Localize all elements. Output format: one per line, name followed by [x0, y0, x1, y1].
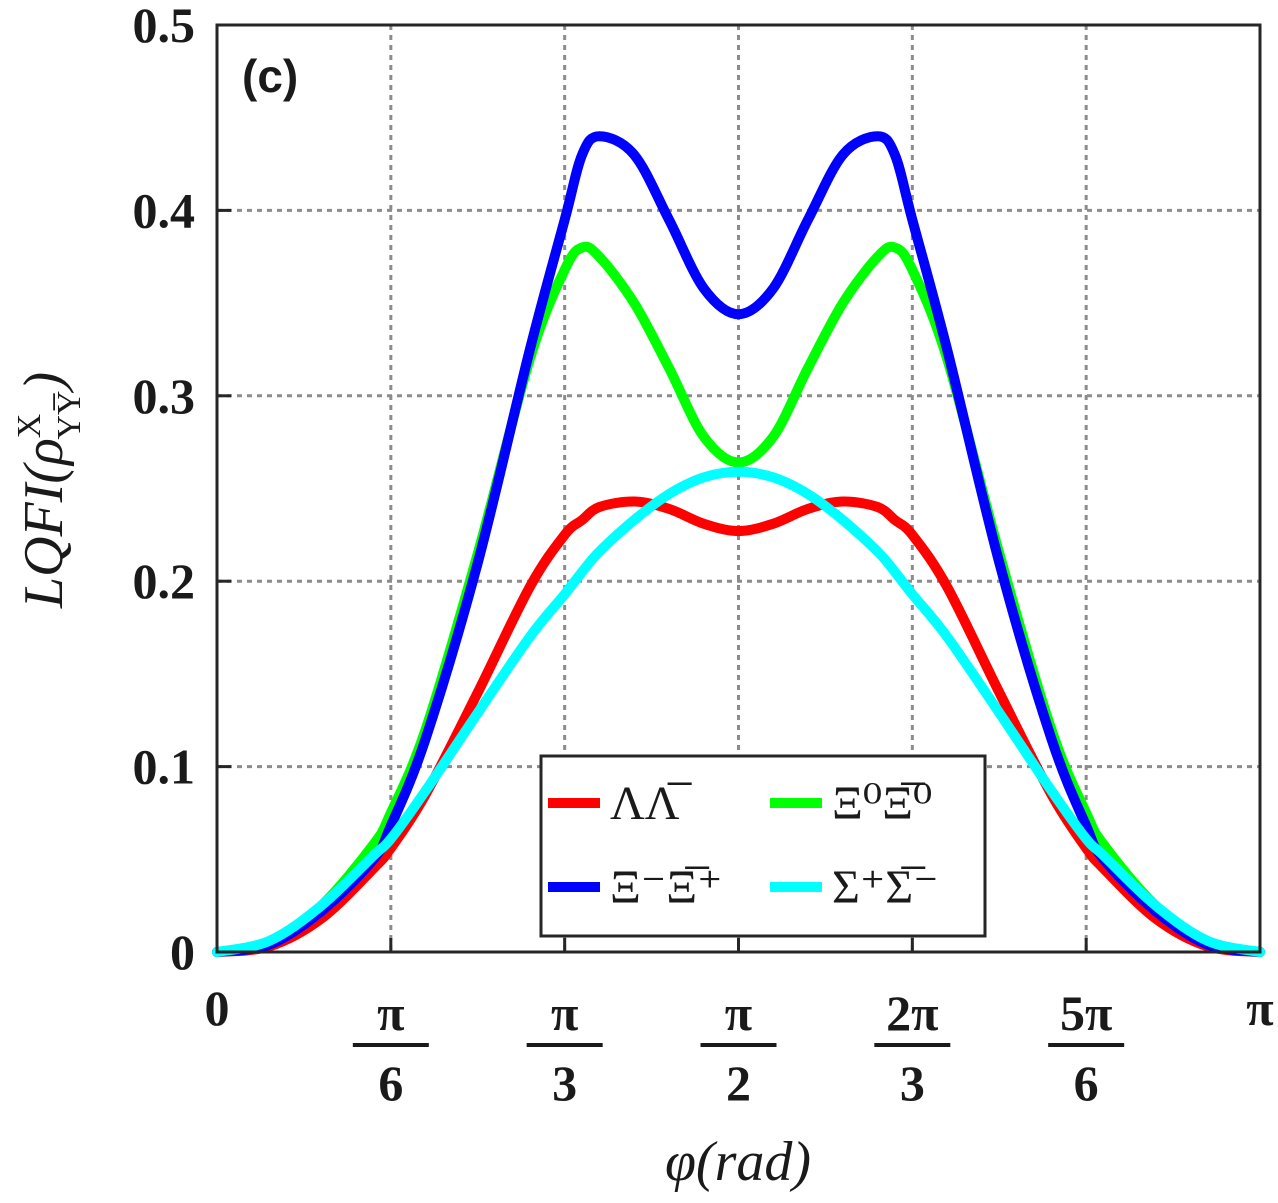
series-line-xi-minus: [212, 131, 1265, 957]
legend-label-xi0: Ξ⁰Ξ̅⁰: [832, 777, 932, 830]
y-tick-label: 0.4: [133, 182, 196, 238]
y-tick-label: 0: [170, 924, 195, 980]
x-axis-label: φ(rad): [665, 1131, 811, 1193]
y-tick-label: 0.2: [133, 553, 196, 609]
x-tick-denominator: 3: [552, 1055, 577, 1111]
x-tick-numerator: 2π: [886, 985, 938, 1041]
x-tick-numerator: π: [725, 985, 752, 1041]
y-tick-label: 0.5: [133, 0, 196, 53]
x-tick-denominator: 3: [900, 1055, 925, 1111]
x-tick-labels: 0 π 6 π 3 π 2 2π 3 5π 6 π: [205, 980, 1274, 1111]
y-tick-label: 0.3: [133, 368, 196, 424]
y-tick-label: 0.1: [133, 739, 196, 795]
legend-label-sigma-plus: Σ⁺Σ̅⁻: [832, 861, 939, 914]
y-tick-labels: 0 0.1 0.2 0.3 0.4 0.5: [133, 0, 196, 980]
y-axis-label: LQFI(ρXYY̅): [11, 372, 88, 609]
y-axis-label-sup: X: [11, 414, 48, 439]
y-axis-label-sub: YY̅: [51, 391, 88, 440]
legend-label-lambda: ΛΛ̅: [610, 777, 693, 830]
x-tick-denominator: 2: [726, 1055, 751, 1111]
panel-tag: (c): [242, 50, 298, 102]
x-tick-numerator: 5π: [1060, 985, 1112, 1041]
x-tick-denominator: 6: [378, 1055, 403, 1111]
x-tick-denominator: 6: [1074, 1055, 1099, 1111]
series-line-sigma-plus: [212, 466, 1265, 957]
series-group: [212, 131, 1265, 957]
legend-box: [539, 754, 987, 938]
x-tick-label: π: [1246, 980, 1273, 1036]
tick-marks: [215, 23, 1262, 954]
x-tick-numerator: π: [551, 985, 578, 1041]
y-axis-label-close: ): [13, 372, 75, 394]
legend: ΛΛ̅ Ξ⁰Ξ̅⁰ Ξ⁻Ξ̅⁺ Σ⁺Σ̅⁻: [539, 754, 987, 938]
legend-label-xi-minus: Ξ⁻Ξ̅⁺: [610, 861, 722, 914]
y-axis-label-main: LQFI(ρ: [13, 438, 75, 609]
x-tick-label: 0: [205, 980, 230, 1036]
x-tick-numerator: π: [377, 985, 404, 1041]
svg-text:LQFI(ρXYY̅): LQFI(ρXYY̅): [11, 372, 88, 609]
